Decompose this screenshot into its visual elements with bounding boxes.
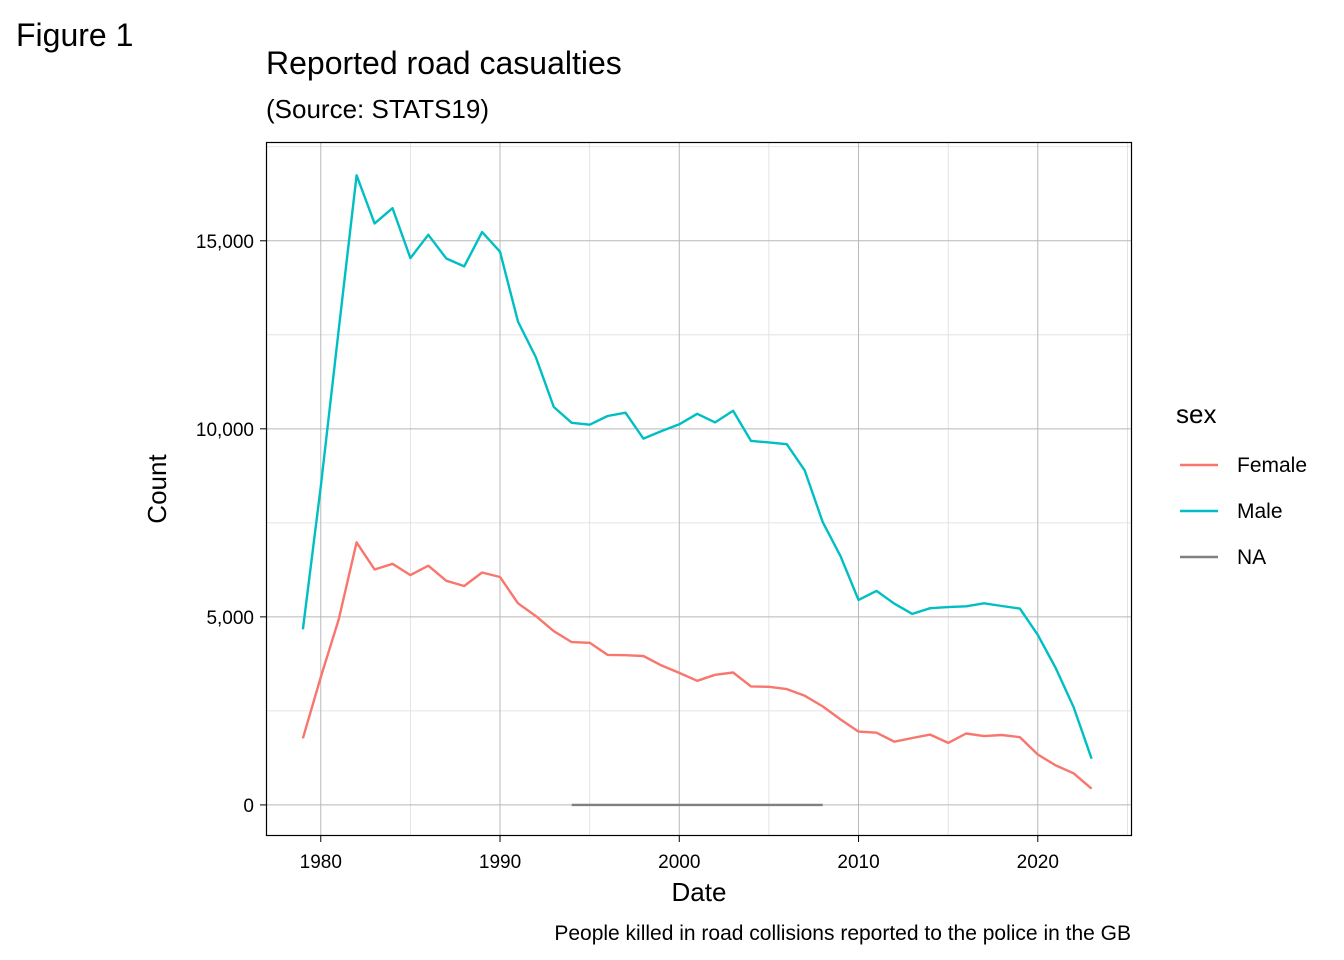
x-axis-label: Date <box>672 877 727 907</box>
legend-label-female: Female <box>1237 454 1307 477</box>
y-tick-label: 5,000 <box>206 608 254 629</box>
legend-label-na: NA <box>1237 546 1266 569</box>
y-axis-label: Count <box>142 454 172 524</box>
series-lines <box>301 174 1093 807</box>
x-tick-label: 2000 <box>658 852 700 873</box>
chart-title: Reported road casualties <box>266 45 622 81</box>
chart-subtitle: (Source: STATS19) <box>266 94 489 124</box>
series-line-female <box>301 541 1093 790</box>
y-tick-label: 0 <box>243 796 254 817</box>
figure-label: Figure 1 <box>16 17 133 53</box>
plot-panel-border <box>265 141 1133 837</box>
x-tick-label: 2010 <box>837 852 879 873</box>
legend-label-male: Male <box>1237 500 1283 523</box>
x-tick-label: 1990 <box>479 852 521 873</box>
x-tick-label: 2020 <box>1017 852 1059 873</box>
grid <box>267 143 1131 835</box>
axes: 1980 1990 2000 2010 2020 0 5,000 10,000 15,000 <box>196 232 1059 873</box>
y-tick-label: 10,000 <box>196 420 254 441</box>
legend: sex Female Male NA <box>1176 399 1307 569</box>
chart-caption: People killed in road collisions reporte… <box>554 922 1131 945</box>
series-line-male <box>301 174 1093 760</box>
legend-title: sex <box>1176 399 1216 429</box>
x-tick-label: 1980 <box>300 852 342 873</box>
y-tick-label: 15,000 <box>196 232 254 253</box>
